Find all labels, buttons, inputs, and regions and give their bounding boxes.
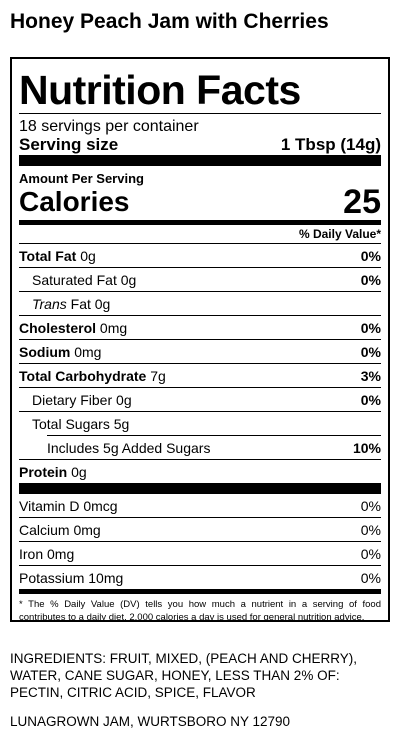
vitamin-name: Calcium 0mg xyxy=(19,521,101,538)
nutrient-amount: 0g xyxy=(80,247,96,264)
amount-per-serving: Amount Per Serving xyxy=(19,171,144,186)
ingredients-list: INGREDIENTS: FRUIT, MIXED, (PEACH AND CH… xyxy=(10,651,358,700)
nutrient-dv: 0% xyxy=(360,319,381,336)
nutrient-amount: 5g xyxy=(113,415,130,432)
nutrient-row-added-sugars: Includes 5g Added Sugars 10% xyxy=(19,436,381,459)
calories-value: 25 xyxy=(343,183,381,221)
daily-value-footnote: * The % Daily Value (DV) tells you how m… xyxy=(19,599,381,623)
serving-size-row: Serving size 1 Tbsp (14g) xyxy=(19,135,381,155)
vitamin-row: Calcium 0mg 0% xyxy=(19,517,381,541)
nutrient-dv: 0% xyxy=(360,271,381,288)
nutrient-amount: 0g xyxy=(71,463,87,480)
nutrient-dv: 0% xyxy=(360,247,381,264)
vitamin-row: Vitamin D 0mcg 0% xyxy=(19,494,381,517)
servings-per-container: 18 servings per container xyxy=(19,118,199,135)
nutrient-name: Protein xyxy=(19,463,68,480)
nutrient-row-sodium: Sodium 0mg 0% xyxy=(19,339,381,363)
calories-label: Calories xyxy=(19,186,130,217)
vitamin-dv: 0% xyxy=(360,569,381,586)
nutrition-facts-label: Nutrition Facts 18 servings per containe… xyxy=(10,57,390,623)
nutrient-name: Total Sugars xyxy=(32,415,110,432)
nutrient-dv: 10% xyxy=(352,439,381,456)
medium-divider xyxy=(19,589,381,594)
nutrient-amount: 0mg xyxy=(99,319,128,336)
daily-value-header: % Daily Value* xyxy=(298,227,381,241)
nutrient-dv: 0% xyxy=(360,343,381,360)
product-title: Honey Peach Jam with Cherries xyxy=(10,10,329,33)
vitamin-row: Iron 0mg 0% xyxy=(19,541,381,565)
calories-row: Calories 25 xyxy=(19,183,381,221)
nutrient-amount: 0g xyxy=(94,295,111,312)
nutrient-name: Includes 5g Added Sugars xyxy=(47,439,211,456)
nutrient-name: Saturated Fat xyxy=(32,271,117,288)
divider xyxy=(19,113,381,114)
vitamin-name: Potassium 10mg xyxy=(19,569,124,586)
nutrient-row-dietary-fiber: Dietary Fiber 0g 0% xyxy=(19,387,381,411)
nutrient-name: Total Fat xyxy=(19,247,77,264)
nutrient-dv: 0% xyxy=(360,391,381,408)
nutrient-row-cholesterol: Cholesterol 0mg 0% xyxy=(19,315,381,339)
nutrient-dv: 3% xyxy=(360,367,381,384)
vitamin-name: Iron 0mg xyxy=(19,545,75,562)
divider xyxy=(47,435,381,436)
vitamin-dv: 0% xyxy=(360,545,381,562)
nutrient-row-total-carbohydrate: Total Carbohydrate 7g 3% xyxy=(19,363,381,387)
nutrient-row-protein: Protein 0g xyxy=(19,459,381,483)
vitamin-row: Potassium 10mg 0% xyxy=(19,565,381,589)
nutrient-amount: 0g xyxy=(120,271,137,288)
nutrient-name: Sodium xyxy=(19,343,71,360)
medium-divider xyxy=(19,220,381,225)
serving-size-label: Serving size xyxy=(19,135,119,154)
nutrient-name: Dietary Fiber xyxy=(32,391,113,408)
nutrient-amount: 7g xyxy=(150,367,166,384)
nutrient-name-italic: Trans xyxy=(32,295,67,312)
nutrient-name: Cholesterol xyxy=(19,319,97,336)
nutrient-row-total-sugars: Total Sugars 5g xyxy=(19,411,381,435)
vitamin-dv: 0% xyxy=(360,497,381,514)
nutrient-amount: 0mg xyxy=(74,343,102,360)
vitamin-dv: 0% xyxy=(360,521,381,538)
nutrient-row-total-fat: Total Fat 0g 0% xyxy=(19,243,381,267)
vitamin-name: Vitamin D 0mcg xyxy=(19,497,118,514)
nutrient-name: Fat xyxy=(70,295,91,312)
thick-divider xyxy=(19,483,381,494)
nutrient-name: Total Carbohydrate xyxy=(19,367,147,384)
nutrient-row-trans-fat: Trans Fat 0g xyxy=(19,291,381,315)
manufacturer-address: LUNAGROWN JAM, WURTSBORO NY 12790 xyxy=(10,714,291,729)
serving-size-value: 1 Tbsp (14g) xyxy=(280,135,381,154)
nutrition-facts-heading: Nutrition Facts xyxy=(19,67,301,113)
nutrient-row-saturated-fat: Saturated Fat 0g 0% xyxy=(19,267,381,291)
nutrient-amount: 0g xyxy=(116,391,132,408)
thick-divider xyxy=(19,155,381,166)
